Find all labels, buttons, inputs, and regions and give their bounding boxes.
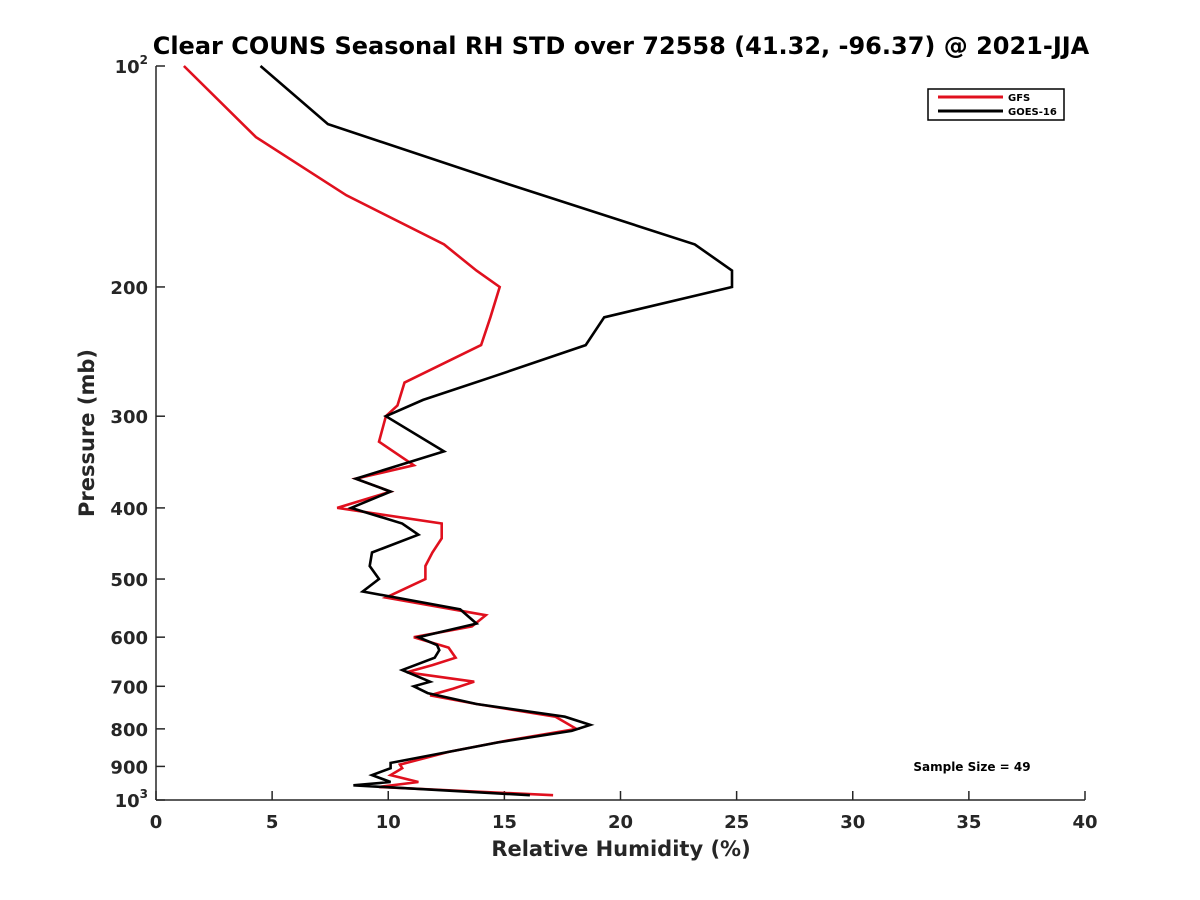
y-axis-ticks: 102 200 300 400 500 600 700 800 900 103 — [110, 53, 165, 812]
x-tick-label: 30 — [840, 812, 865, 833]
x-tick-label: 35 — [956, 812, 981, 833]
y-tick-label: 700 — [110, 677, 148, 698]
legend-box — [927, 88, 1065, 121]
x-axis-label: Relative Humidity (%) — [491, 837, 750, 861]
y-tick-label: 103 — [115, 787, 148, 812]
chart-title: Clear COUNS Seasonal RH STD over 72558 (… — [153, 32, 1090, 60]
y-tick-label: 800 — [110, 720, 148, 741]
y-tick-label: 102 — [115, 53, 148, 78]
y-tick-label: 300 — [110, 407, 148, 428]
x-tick-label: 40 — [1072, 812, 1097, 833]
y-tick-label: 400 — [110, 499, 148, 520]
x-tick-label: 5 — [266, 812, 279, 833]
y-tick-label: 600 — [110, 628, 148, 649]
y-tick-label: 200 — [110, 278, 148, 299]
x-tick-label: 10 — [376, 812, 401, 833]
x-tick-label: 20 — [608, 812, 633, 833]
x-axis-ticks: 0 5 10 15 20 25 30 35 40 — [150, 791, 1098, 833]
x-tick-label: 15 — [492, 812, 517, 833]
x-tick-label: 25 — [724, 812, 749, 833]
x-tick-label: 0 — [150, 812, 163, 833]
y-axis-label: Pressure (mb) — [75, 349, 99, 517]
series-lines — [182, 65, 734, 797]
sample-size-annotation: Sample Size = 49 — [913, 760, 1030, 774]
series-line-goes16 — [259, 65, 734, 797]
y-tick-label: 500 — [110, 570, 148, 591]
legend-label-goes16: GOES-16 — [1008, 107, 1057, 118]
legend-label-gfs: GFS — [1008, 93, 1030, 104]
legend: GFS GOES-16 — [927, 88, 1065, 121]
y-tick-label: 900 — [110, 757, 148, 778]
